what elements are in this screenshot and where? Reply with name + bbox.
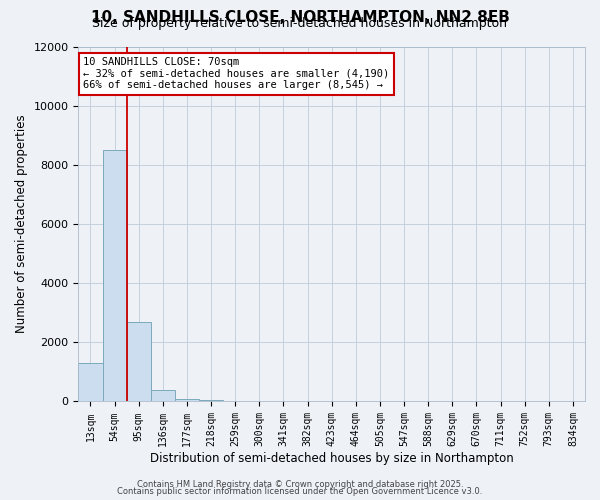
Bar <box>103 150 127 402</box>
Text: Contains HM Land Registry data © Crown copyright and database right 2025.: Contains HM Land Registry data © Crown c… <box>137 480 463 489</box>
Text: Size of property relative to semi-detached houses in Northampton: Size of property relative to semi-detach… <box>92 18 508 30</box>
Bar <box>79 363 103 402</box>
Bar <box>199 400 223 402</box>
Bar <box>151 390 175 402</box>
X-axis label: Distribution of semi-detached houses by size in Northampton: Distribution of semi-detached houses by … <box>150 452 514 465</box>
Text: 10 SANDHILLS CLOSE: 70sqm
← 32% of semi-detached houses are smaller (4,190)
66% : 10 SANDHILLS CLOSE: 70sqm ← 32% of semi-… <box>83 57 390 90</box>
Bar <box>175 398 199 402</box>
Y-axis label: Number of semi-detached properties: Number of semi-detached properties <box>15 114 28 334</box>
Text: Contains public sector information licensed under the Open Government Licence v3: Contains public sector information licen… <box>118 487 482 496</box>
Text: 10, SANDHILLS CLOSE, NORTHAMPTON, NN2 8EB: 10, SANDHILLS CLOSE, NORTHAMPTON, NN2 8E… <box>91 10 509 25</box>
Bar <box>127 322 151 402</box>
